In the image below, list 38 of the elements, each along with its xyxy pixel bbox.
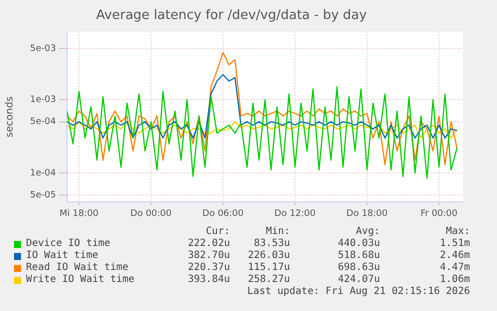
y-tick-label: 5e-04 xyxy=(30,117,56,128)
text: 2.46m xyxy=(440,250,470,262)
text: 393.84u xyxy=(188,274,230,286)
text: 226.03u xyxy=(248,250,290,262)
text: 115.17u xyxy=(248,262,290,274)
text: 1.51m xyxy=(440,238,470,250)
text: 518.68u xyxy=(338,250,380,262)
x-tick-label: Do 06:00 xyxy=(202,208,244,219)
text: 440.03u xyxy=(338,238,380,250)
y-tick-label: 5e-05 xyxy=(30,190,56,200)
legend-label: IO Wait time xyxy=(26,250,98,262)
text: Min: xyxy=(266,226,290,238)
legend-label: Read IO Wait time xyxy=(26,262,128,274)
y-tick-label: 1e-04 xyxy=(30,168,56,178)
legend-label: Device IO time xyxy=(26,238,110,250)
text: 698.63u xyxy=(338,262,380,274)
text: 4.47m xyxy=(440,262,470,274)
text: 258.27u xyxy=(248,274,290,286)
x-tick-label: Fr 00:00 xyxy=(420,208,458,219)
text: Last update: Fri Aug 21 02:15:16 2026 xyxy=(247,286,470,298)
x-tick-label: Do 18:00 xyxy=(346,208,388,219)
text: 83.53u xyxy=(254,238,290,250)
text: Cur: xyxy=(206,226,230,238)
chart-title: Average latency for /dev/vg/data - by day xyxy=(96,8,368,24)
text: 220.37u xyxy=(188,262,230,274)
legend-label: Write IO Wait time xyxy=(26,274,134,286)
x-tick-label: Mi 18:00 xyxy=(59,208,99,219)
y-tick-label: 5e-03 xyxy=(30,44,56,54)
text: 382.70u xyxy=(188,250,230,262)
text: 1.06m xyxy=(440,274,470,286)
text: 424.07u xyxy=(338,274,380,286)
text: Avg: xyxy=(356,226,380,238)
text: 222.02u xyxy=(188,238,230,250)
y-tick-label: 1e-03 xyxy=(30,95,56,106)
x-tick-label: Do 00:00 xyxy=(130,208,172,219)
x-tick-label: Do 12:00 xyxy=(274,208,316,219)
text: Max: xyxy=(446,226,470,238)
y-axis-title: seconds xyxy=(4,96,16,138)
